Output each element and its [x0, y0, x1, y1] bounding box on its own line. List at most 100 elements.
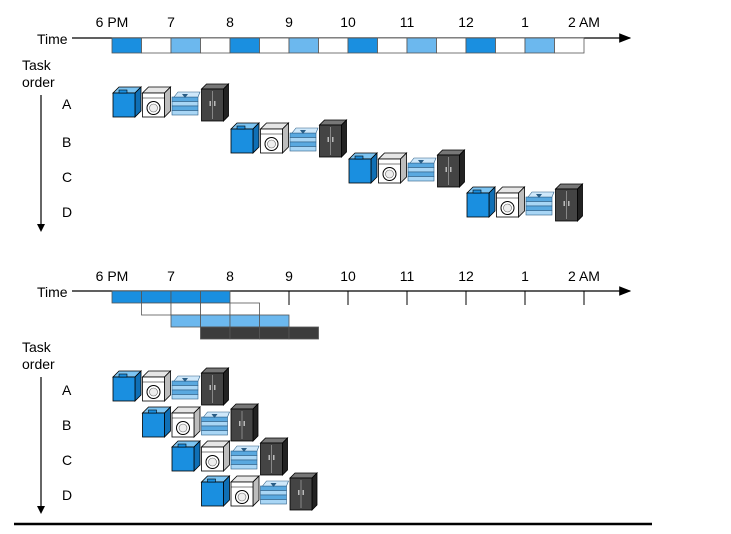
hour-label: 1	[521, 268, 529, 284]
washer-icon	[200, 475, 231, 507]
folded-clothes-icon	[260, 480, 289, 505]
task-row	[348, 149, 466, 188]
stage-slot	[111, 290, 142, 304]
stage-slot	[377, 37, 408, 54]
closet-icon	[200, 83, 230, 122]
dryer-icon	[495, 186, 526, 218]
task-row	[141, 403, 259, 442]
dryer-icon	[200, 440, 231, 472]
sequential-diagram: 6 PM 7 8 9 10 11 12 1 2 AM Time Task order A B C…	[22, 14, 632, 232]
stage-slot	[495, 37, 526, 54]
stage-slot	[259, 314, 290, 328]
stage-timeline-bars	[111, 290, 319, 340]
stage-slot	[200, 290, 231, 304]
hour-labels: 6 PM 7 8 9 10 11 12 1 2 AM	[96, 14, 600, 30]
task-label-b: B	[62, 417, 71, 433]
dryer-icon	[171, 406, 201, 438]
washer-icon	[141, 406, 172, 438]
stage-slot	[318, 37, 349, 54]
stage-slot	[259, 326, 290, 340]
washer-icon	[171, 440, 201, 472]
folded-clothes-icon	[171, 91, 201, 116]
closet-icon	[200, 367, 230, 406]
task-axis-label-line1: Task	[22, 339, 52, 355]
task-row	[112, 367, 230, 406]
time-ticks	[288, 291, 585, 305]
folded-clothes-icon	[289, 127, 319, 152]
hour-label: 12	[458, 14, 474, 30]
task-label-c: C	[62, 169, 72, 185]
task-row	[230, 119, 348, 158]
stage-slot	[436, 37, 467, 54]
stage-slot	[200, 302, 231, 316]
stage-slot	[200, 326, 231, 340]
hour-label: 9	[285, 14, 293, 30]
task-order-arrowhead	[37, 506, 45, 514]
task-order-arrowhead	[37, 224, 45, 232]
task-axis-label-line1: Task	[22, 57, 52, 73]
stage-slot	[524, 37, 555, 54]
task-row	[112, 83, 230, 122]
folded-clothes-icon	[407, 157, 437, 182]
task-label-d: D	[62, 487, 72, 503]
hour-label: 8	[226, 268, 234, 284]
stage-slot	[259, 37, 290, 54]
hour-label: 2 AM	[568, 268, 600, 284]
stage-slot	[288, 37, 319, 54]
hour-label: 10	[340, 268, 356, 284]
hour-label: 8	[226, 14, 234, 30]
closet-icon	[259, 437, 289, 476]
dryer-icon	[230, 475, 260, 507]
hour-label: 10	[340, 14, 356, 30]
washer-icon	[112, 370, 142, 402]
hour-label: 7	[167, 14, 175, 30]
stage-timeline-bars	[111, 37, 585, 54]
task-icon-rows	[112, 83, 584, 222]
hour-label: 7	[167, 268, 175, 284]
task-label-a: A	[62, 96, 72, 112]
hour-label: 6 PM	[96, 14, 129, 30]
folded-clothes-icon	[230, 445, 260, 470]
stage-slot	[347, 37, 378, 54]
dryer-icon	[377, 152, 408, 184]
task-label-a: A	[62, 382, 72, 398]
task-label-c: C	[62, 452, 72, 468]
stage-slot	[554, 37, 585, 54]
closet-icon	[554, 183, 584, 222]
task-icon-rows	[112, 367, 318, 511]
stage-slot	[141, 302, 172, 316]
task-row	[466, 183, 584, 222]
hour-label: 6 PM	[96, 268, 129, 284]
stage-slot	[170, 302, 201, 316]
dryer-icon	[141, 86, 172, 118]
closet-icon	[436, 149, 466, 188]
washer-icon	[466, 186, 496, 218]
task-label-d: D	[62, 204, 72, 220]
hour-label: 2 AM	[568, 14, 600, 30]
time-axis-label: Time	[37, 284, 68, 300]
task-axis-label-line2: order	[22, 356, 55, 372]
stage-slot	[229, 37, 260, 54]
task-row	[171, 437, 289, 476]
hour-label: 12	[458, 268, 474, 284]
folded-clothes-icon	[525, 191, 555, 216]
closet-icon	[289, 472, 318, 511]
stage-slot	[406, 37, 437, 54]
stage-slot	[200, 37, 231, 54]
task-axis-label-line2: order	[22, 74, 55, 90]
dryer-icon	[259, 122, 290, 154]
stage-slot	[170, 314, 201, 328]
hour-labels: 6 PM 7 8 9 10 11 12 1 2 AM	[96, 268, 600, 284]
hour-label: 9	[285, 268, 293, 284]
stage-slot	[229, 302, 260, 316]
folded-clothes-icon	[171, 375, 201, 400]
stage-slot	[200, 314, 231, 328]
folded-clothes-icon	[201, 411, 230, 436]
hour-label: 11	[400, 268, 415, 284]
stage-slot	[288, 326, 319, 340]
task-label-b: B	[62, 134, 71, 150]
time-axis-label: Time	[37, 31, 68, 47]
stage-slot	[229, 314, 260, 328]
stage-slot	[170, 37, 201, 54]
task-row	[200, 472, 318, 511]
